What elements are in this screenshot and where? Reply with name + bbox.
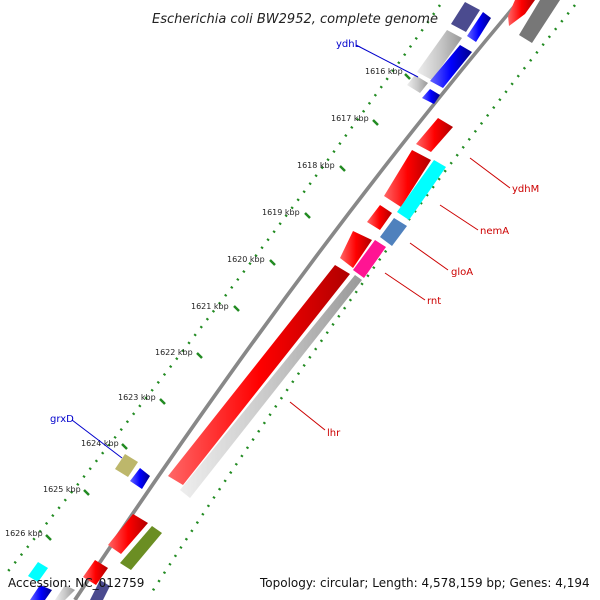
gene-block-grey-lhr	[180, 275, 362, 498]
gene-arrow-red	[508, 0, 535, 26]
tick-label: 1626 kbp	[5, 529, 43, 538]
tick-label: 1625 kbp	[43, 485, 81, 494]
map-title: Escherichia coli BW2952, complete genome	[152, 12, 438, 27]
tick-label: 1623 kbp	[118, 393, 156, 402]
gene-block-grey	[407, 75, 428, 93]
gene-arrow-blue	[130, 468, 150, 489]
tick-label: 1618 kbp	[297, 161, 335, 170]
gene-block-purple	[90, 580, 110, 600]
tick-label: 1621 kbp	[191, 302, 229, 311]
tick-marks	[45, 73, 411, 541]
gene-label-rnt: rnt	[427, 296, 441, 307]
tick-labels: 1616 kbp 1617 kbp 1618 kbp 1619 kbp 1620…	[5, 67, 403, 538]
backbone-line	[73, 0, 522, 600]
gene-block-cyan	[397, 160, 446, 220]
gene-label-lhr: lhr	[327, 428, 341, 439]
gene-block-steel	[380, 218, 407, 246]
gene-block-purple	[451, 2, 480, 32]
gene-label-grxD: grxD	[50, 414, 74, 425]
tick-label: 1624 kbp	[81, 439, 119, 448]
gene-block-darkgrey	[519, 0, 560, 43]
backbone-line-highlight	[77, 0, 524, 600]
gene-label-gloA: gloA	[451, 267, 473, 278]
gene-arrow-red	[416, 118, 453, 152]
tick-label: 1617 kbp	[331, 114, 369, 123]
gene-block-grey	[417, 30, 462, 80]
inner-dotted-ring	[148, 4, 576, 596]
gene-arrow-blue	[30, 585, 52, 600]
gene-label-ydhM: ydhM	[512, 184, 539, 195]
gene-arrow-red	[108, 514, 148, 554]
tick-label: 1619 kbp	[262, 208, 300, 217]
gene-block-khaki	[115, 454, 138, 477]
outer-dotted-ring	[4, 4, 442, 576]
tick-label: 1620 kbp	[227, 255, 265, 264]
ydhL-leader	[355, 44, 419, 78]
gene-block-olive	[120, 526, 162, 570]
gene-block-magenta	[353, 240, 386, 278]
gene-arrow-blue	[422, 89, 440, 104]
accession-label: Accession: NC_012759	[8, 576, 144, 590]
gene-block-cyan	[28, 562, 48, 582]
gene-arrow-red	[83, 560, 108, 585]
gene-arrow-red	[384, 150, 431, 207]
gene-arrow-blue	[467, 12, 491, 42]
gene-label-nemA: nemA	[480, 226, 509, 237]
gene-arrow-blue	[430, 45, 472, 88]
topology-label: Topology: circular; Length: 4,578,159 bp…	[259, 576, 590, 590]
gene-arrow-red	[340, 231, 372, 268]
gene-block-grey	[55, 585, 75, 600]
grxD-leader	[71, 419, 123, 459]
tick-label: 1622 kbp	[155, 348, 193, 357]
gene-label-ydhL: ydhL	[336, 39, 361, 50]
tick-label: 1616 kbp	[365, 67, 403, 76]
gene-arrow-red	[367, 205, 392, 230]
gene-label-leaders	[289, 157, 511, 431]
gene-arrow-red-lhr	[168, 265, 350, 485]
